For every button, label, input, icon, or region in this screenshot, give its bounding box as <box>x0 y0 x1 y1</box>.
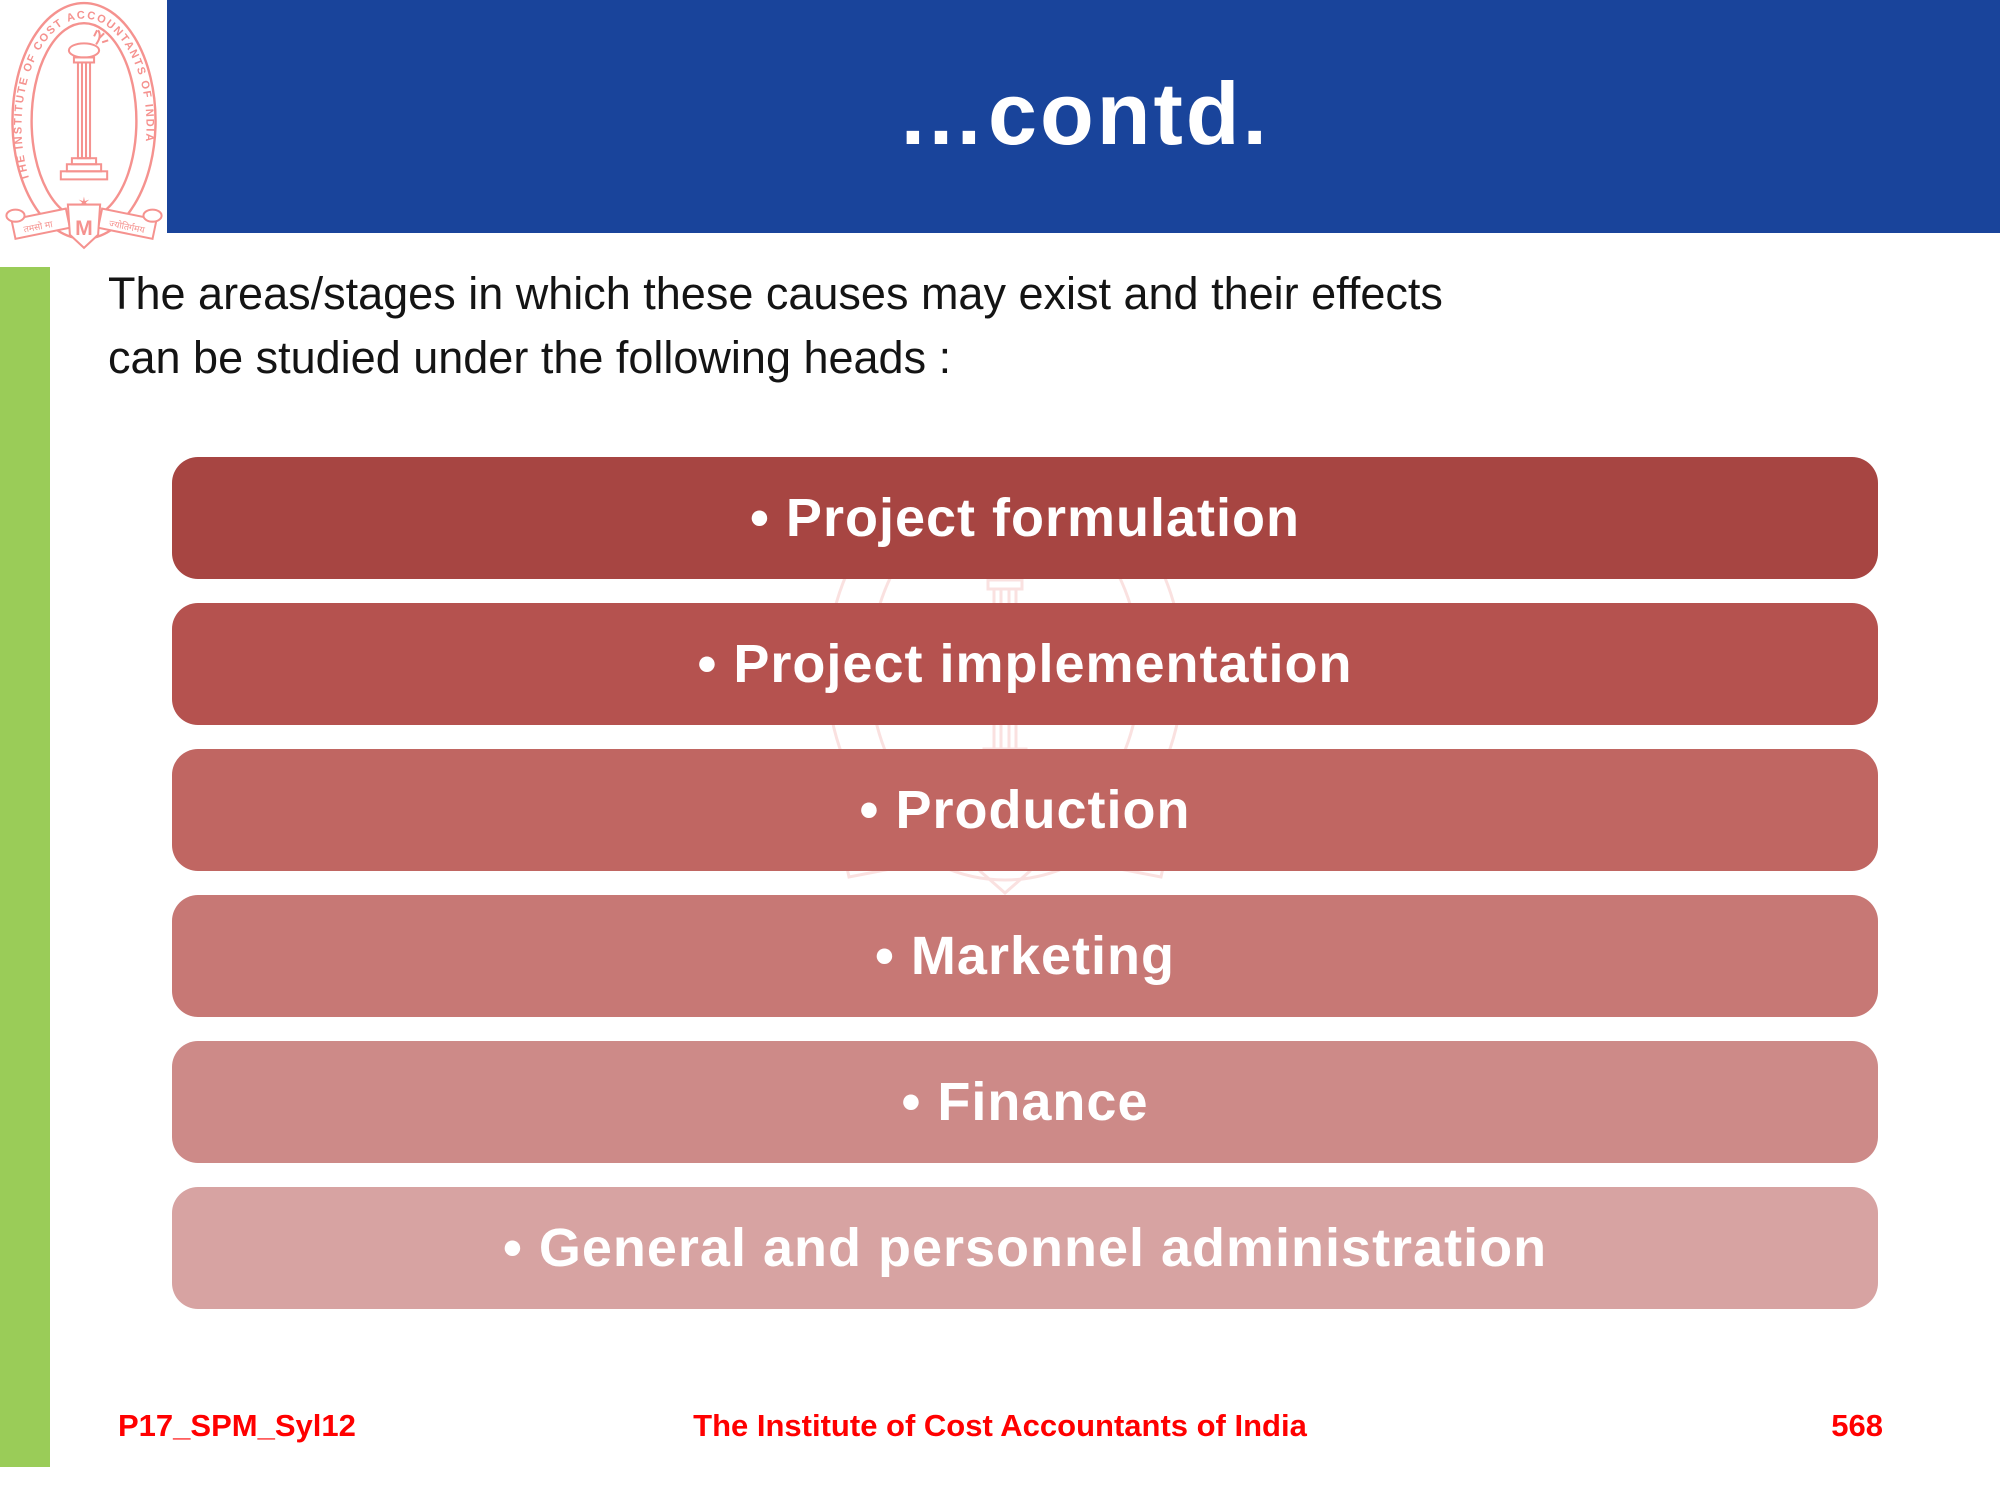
footer: The Institute of Cost Accountants of Ind… <box>0 1408 2000 1452</box>
intro-paragraph: The areas/stages in which these causes m… <box>108 262 1708 390</box>
seal-monogram: M <box>75 217 93 240</box>
stage-bar-general-personnel-administration: • General and personnel administration <box>172 1187 1878 1309</box>
green-accent-stripe <box>0 267 50 1467</box>
intro-line-2: can be studied under the following heads… <box>108 331 952 383</box>
stage-bar-project-implementation: • Project implementation <box>172 603 1878 725</box>
footer-page-number: 568 <box>1831 1408 1883 1443</box>
stage-bar-project-formulation: • Project formulation <box>172 457 1878 579</box>
stage-bar-production: • Production <box>172 749 1878 871</box>
stage-bar-finance: • Finance <box>172 1041 1878 1163</box>
institute-seal-icon: THE INSTITUTE OF COST ACCOUNTANTS OF IND… <box>5 1 163 250</box>
footer-institute-name: The Institute of Cost Accountants of Ind… <box>693 1408 1307 1443</box>
stage-bar-list: • Project formulation • Project implemen… <box>172 457 1878 1333</box>
intro-line-1: The areas/stages in which these causes m… <box>108 268 1443 319</box>
footer-course-code: P17_SPM_Syl12 <box>118 1408 356 1443</box>
header-band: …contd. <box>167 0 2000 233</box>
stage-bar-marketing: • Marketing <box>172 895 1878 1017</box>
institute-logo: THE INSTITUTE OF COST ACCOUNTANTS OF IND… <box>2 0 166 262</box>
page-title: …contd. <box>897 63 1270 163</box>
